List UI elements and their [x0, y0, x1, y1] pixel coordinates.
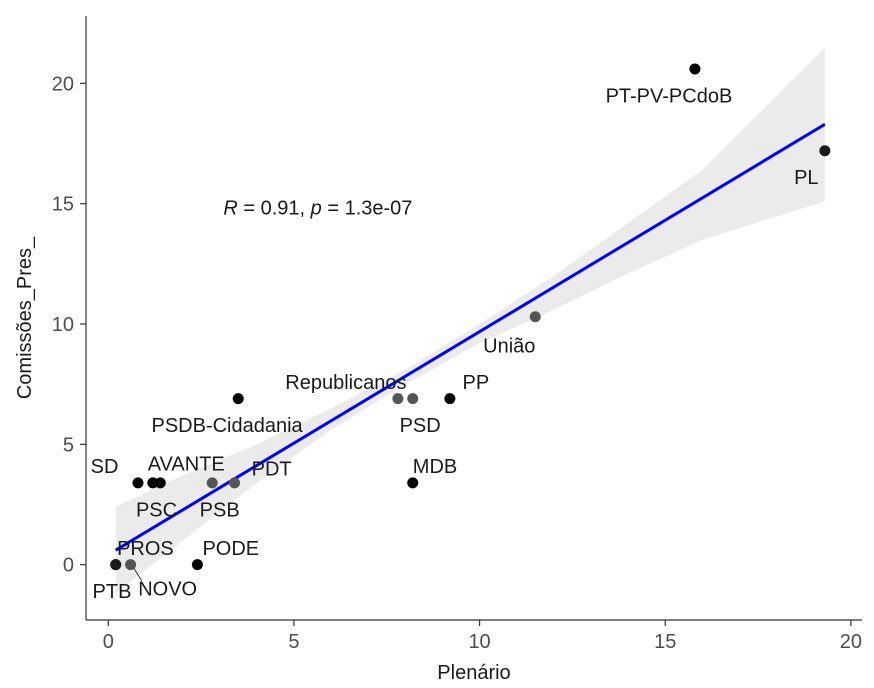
point-labels: PT-PV-PCdoB PL União Republicanos PSD PP PSDB-…: [91, 85, 819, 603]
data-point: [125, 559, 137, 571]
point-label: Republicanos: [285, 372, 406, 394]
data-points: [110, 63, 831, 571]
point-label: PSC: [136, 499, 177, 521]
data-point: [191, 559, 203, 571]
data-point: [444, 393, 456, 405]
data-point: [229, 477, 241, 489]
data-point: [689, 63, 701, 75]
point-label: PSB: [200, 499, 240, 521]
y-tick-label: 15: [52, 194, 74, 216]
x-axis-title: Plenário: [437, 662, 510, 684]
x-tick-label: 0: [103, 631, 114, 653]
data-point: [206, 477, 218, 489]
point-label: NOVO: [138, 579, 197, 601]
r-symbol: R: [223, 197, 237, 219]
point-label: AVANTE: [148, 454, 225, 476]
point-label: PSDB-Cidadania: [151, 415, 303, 437]
point-label: PL: [794, 167, 818, 189]
r-value: = 0.91,: [238, 197, 311, 219]
y-tick-label: 10: [52, 314, 74, 336]
data-point: [407, 477, 419, 489]
confidence-band-area: [115, 47, 825, 594]
point-label: PT-PV-PCdoB: [606, 85, 733, 107]
point-label: PTB: [93, 581, 132, 603]
confidence-band: [115, 47, 825, 594]
data-point: [819, 145, 831, 157]
label-leader-line: [133, 567, 143, 581]
point-label: SD: [91, 456, 119, 478]
data-point: [407, 393, 419, 405]
p-symbol: p: [310, 197, 322, 219]
regression-line-group: [114, 123, 826, 552]
point-label: PSD: [400, 415, 441, 437]
point-label: PROS: [117, 538, 174, 560]
regression-line: [114, 123, 826, 552]
axes: 0 5 10 15 20 0 5 10 15 20: [52, 16, 862, 653]
data-point: [392, 393, 404, 405]
point-label: MDB: [413, 456, 457, 478]
x-tick-label: 10: [468, 631, 490, 653]
y-tick-label: 5: [63, 434, 74, 456]
correlation-annotation: R = 0.91, p = 1.3e-07: [223, 197, 412, 219]
point-label: PDT: [252, 458, 292, 480]
data-point: [110, 559, 122, 571]
data-point: [232, 393, 244, 405]
point-label: União: [483, 336, 535, 358]
y-tick-label: 20: [52, 73, 74, 95]
point-label: PODE: [202, 538, 259, 560]
p-value: = 1.3e-07: [322, 197, 413, 219]
data-point: [132, 477, 144, 489]
y-axis-title: Comissões_Pres_: [14, 236, 36, 399]
y-tick-label: 0: [63, 555, 74, 577]
x-tick-label: 5: [288, 631, 299, 653]
x-tick-label: 15: [654, 631, 676, 653]
x-tick-label: 20: [840, 631, 862, 653]
data-point: [154, 477, 166, 489]
point-label: PP: [463, 372, 490, 394]
data-point: [529, 311, 541, 323]
